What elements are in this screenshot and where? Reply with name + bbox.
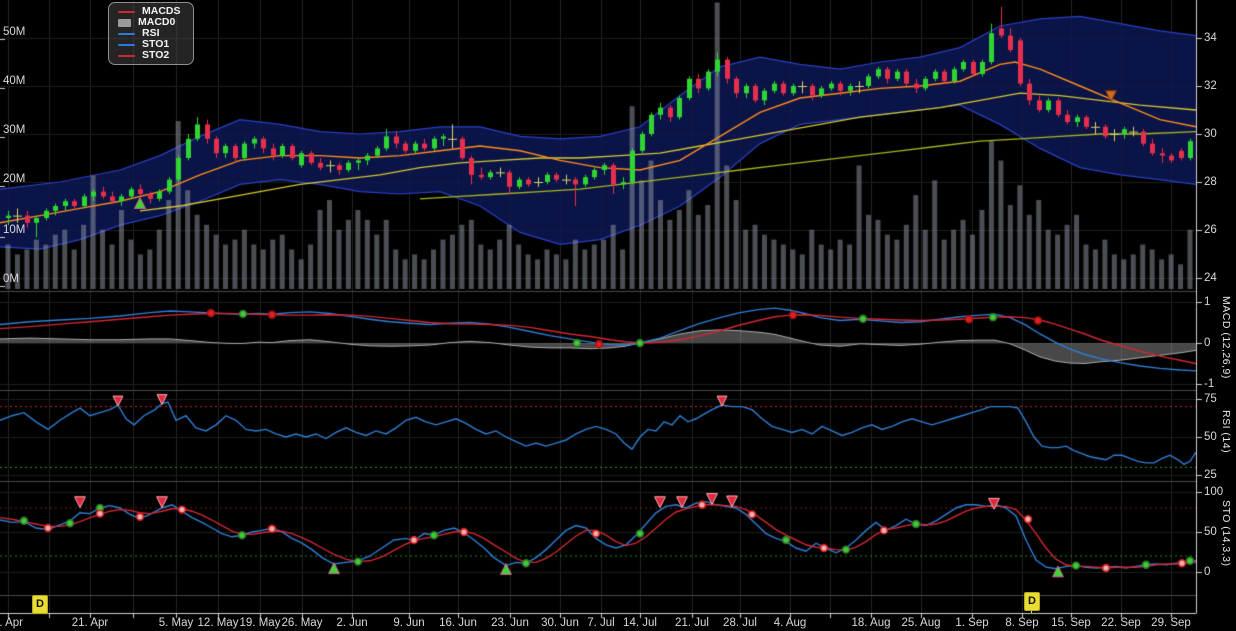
dividend-flag[interactable]: D — [32, 595, 48, 614]
legend-line-swatch-icon — [118, 32, 135, 35]
legend-item-label: STO2 — [142, 49, 170, 61]
legend-item-macd0[interactable]: MACD0 — [118, 17, 181, 28]
legend-item-label: MACDS — [142, 5, 181, 17]
legend-line-swatch-icon — [118, 43, 135, 46]
legend-item-sto2[interactable]: STO2 — [118, 50, 181, 61]
legend-item-label: RSI — [142, 27, 160, 39]
legend-item-label: MACD0 — [138, 16, 176, 28]
legend-item-label: STO1 — [142, 38, 170, 50]
legend-line-swatch-icon — [118, 54, 135, 57]
legend-item-sto1[interactable]: STO1 — [118, 39, 181, 50]
legend-item-rsi[interactable]: RSI — [118, 28, 181, 39]
dividend-flag[interactable]: D — [1024, 592, 1040, 611]
legend-box-swatch-icon — [118, 18, 131, 27]
dividend-flag-stem — [1031, 609, 1032, 613]
legend-item-macds[interactable]: MACDS — [118, 6, 181, 17]
legend-line-swatch-icon — [118, 10, 135, 13]
indicator-legend[interactable]: MACDS MACD0 RSI STO1 STO2 — [108, 2, 194, 65]
